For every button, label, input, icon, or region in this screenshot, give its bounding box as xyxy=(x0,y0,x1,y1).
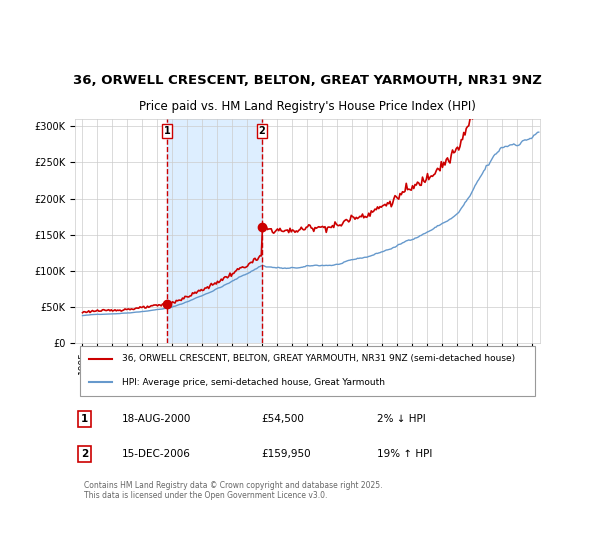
Text: 36, ORWELL CRESCENT, BELTON, GREAT YARMOUTH, NR31 9NZ (semi-detached house): 36, ORWELL CRESCENT, BELTON, GREAT YARMO… xyxy=(121,354,515,363)
Text: HPI: Average price, semi-detached house, Great Yarmouth: HPI: Average price, semi-detached house,… xyxy=(121,378,385,387)
Text: £54,500: £54,500 xyxy=(261,414,304,424)
Text: 1: 1 xyxy=(164,125,170,136)
Text: Price paid vs. HM Land Registry's House Price Index (HPI): Price paid vs. HM Land Registry's House … xyxy=(139,100,476,113)
Text: 36, ORWELL CRESCENT, BELTON, GREAT YARMOUTH, NR31 9NZ: 36, ORWELL CRESCENT, BELTON, GREAT YARMO… xyxy=(73,73,542,87)
Text: 1: 1 xyxy=(80,414,88,424)
Text: 2% ↓ HPI: 2% ↓ HPI xyxy=(377,414,426,424)
Text: 2: 2 xyxy=(80,449,88,459)
Text: 18-AUG-2000: 18-AUG-2000 xyxy=(121,414,191,424)
Bar xyxy=(167,119,262,343)
Text: 15-DEC-2006: 15-DEC-2006 xyxy=(121,449,190,459)
Text: 19% ↑ HPI: 19% ↑ HPI xyxy=(377,449,433,459)
Text: Contains HM Land Registry data © Crown copyright and database right 2025.
This d: Contains HM Land Registry data © Crown c… xyxy=(84,481,383,500)
Text: £159,950: £159,950 xyxy=(261,449,311,459)
Text: 2: 2 xyxy=(259,125,265,136)
FancyBboxPatch shape xyxy=(80,346,535,396)
